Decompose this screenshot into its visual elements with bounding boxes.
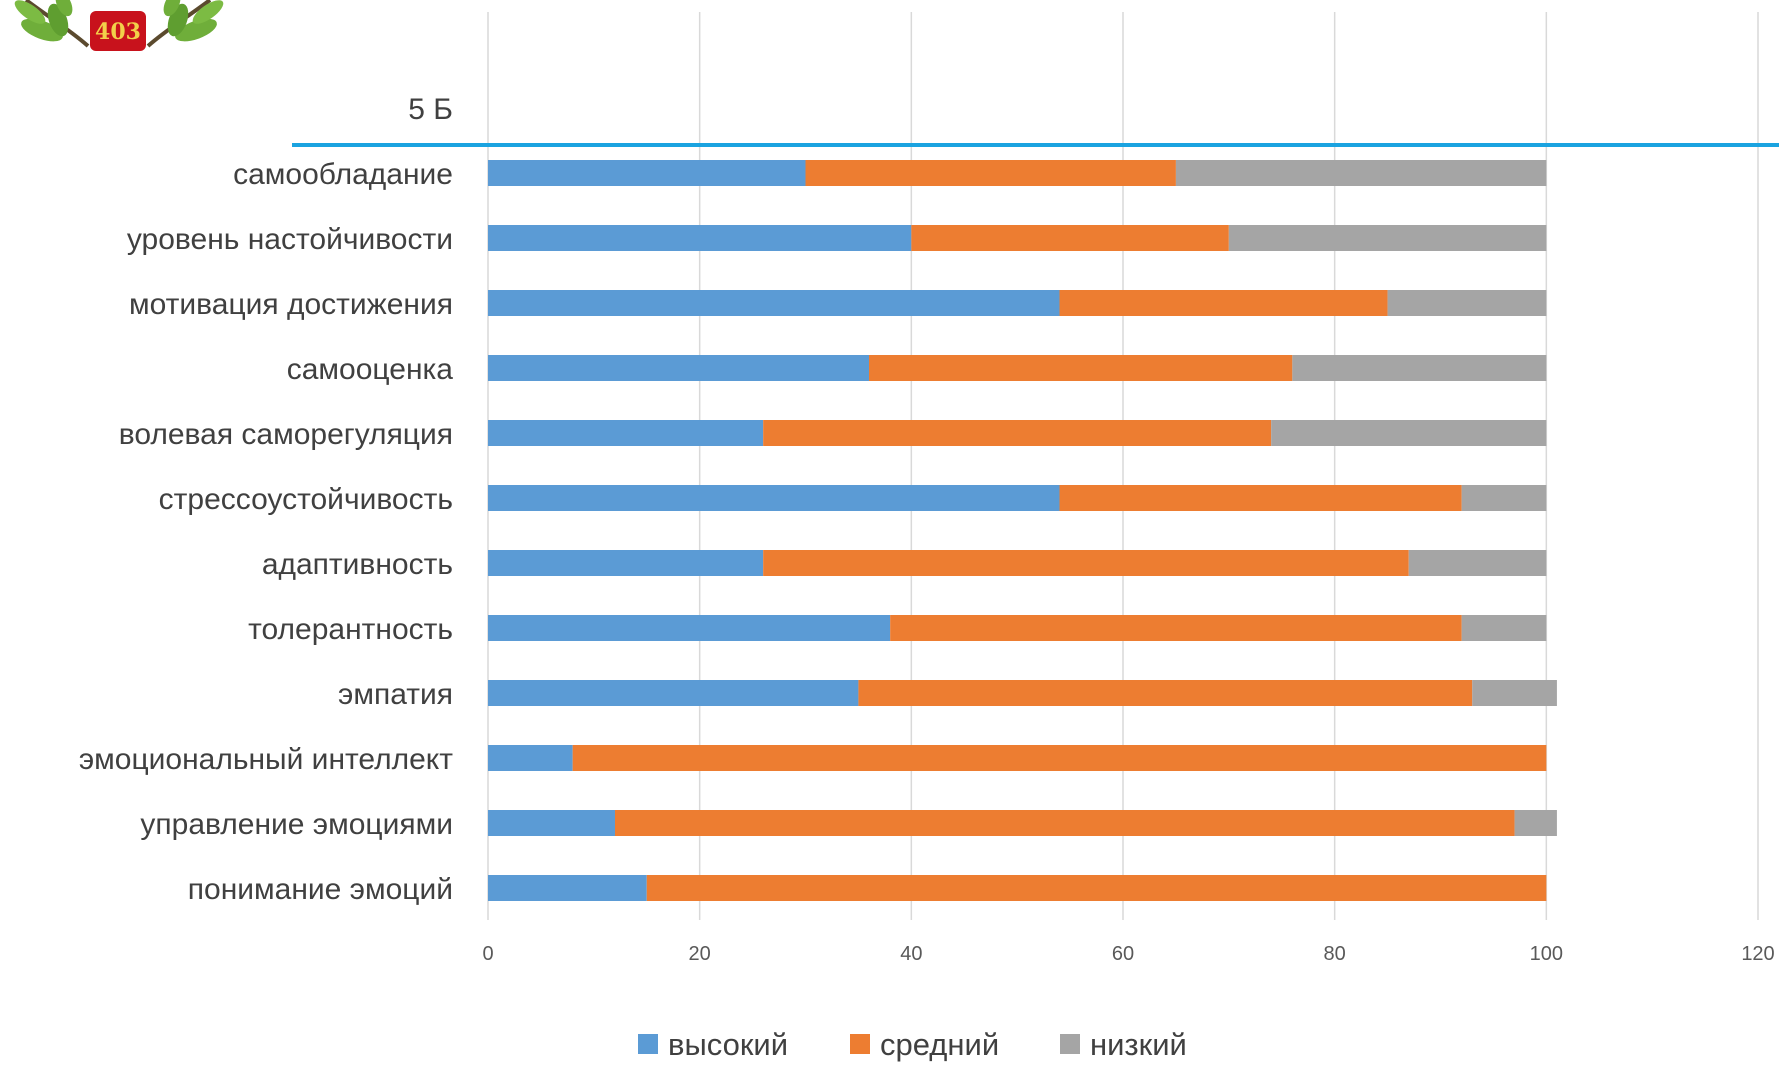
category-label-управление-эмоциями: управление эмоциями	[140, 808, 453, 841]
category-label-эмпатия: эмпатия	[338, 678, 453, 711]
x-tick-label-80: 80	[1324, 943, 1346, 965]
category-label-толерантность: толерантность	[248, 613, 453, 646]
x-axis-tick-labels: 0 20 40 60 80 100 120	[482, 943, 1774, 965]
bar-средний-понимание-эмоций	[647, 875, 1547, 901]
bar-высокий-адаптивность	[488, 550, 763, 576]
bar-средний-стрессоустойчивость	[1060, 485, 1462, 511]
laurel-branch-left	[11, 0, 88, 46]
x-tick-label-0: 0	[482, 943, 493, 965]
bar-низкий-эмпатия	[1472, 680, 1557, 706]
category-label-понимание-эмоций: понимание эмоций	[188, 873, 453, 906]
bar-высокий-волевая-саморегуляция	[488, 420, 763, 446]
bar-низкий-мотивация-достижения	[1388, 290, 1547, 316]
bar-высокий-мотивация-достижения	[488, 290, 1060, 316]
legend-swatch-низкий	[1060, 1034, 1080, 1054]
gridlines	[488, 12, 1758, 920]
category-label-самообладание: самообладание	[233, 158, 453, 191]
category-label-волевая-саморегуляция: волевая саморегуляция	[119, 418, 453, 451]
category-label-адаптивность: адаптивность	[262, 548, 453, 581]
bar-низкий-стрессоустойчивость	[1462, 485, 1547, 511]
legend-swatch-средний	[850, 1034, 870, 1054]
bar-высокий-управление-эмоциями	[488, 810, 615, 836]
bar-низкий-самообладание	[1176, 160, 1546, 186]
bar-высокий-самооценка	[488, 355, 869, 381]
school-logo: 403	[11, 0, 227, 51]
bar-высокий-понимание-эмоций	[488, 875, 647, 901]
x-tick-label-120: 120	[1741, 943, 1774, 965]
bar-средний-самообладание	[806, 160, 1176, 186]
bar-средний-мотивация-достижения	[1060, 290, 1388, 316]
bar-высокий-эмоциональный-интеллект	[488, 745, 573, 771]
bar-средний-уровень-настойчивости	[911, 225, 1228, 251]
bar-низкий-толерантность	[1462, 615, 1547, 641]
bar-средний-волевая-саморегуляция	[763, 420, 1271, 446]
bar-высокий-уровень-настойчивости	[488, 225, 911, 251]
legend-label-средний: средний	[880, 1027, 999, 1062]
bar-средний-управление-эмоциями	[615, 810, 1515, 836]
x-tick-label-40: 40	[900, 943, 922, 965]
bar-средний-толерантность	[890, 615, 1462, 641]
bar-высокий-эмпатия	[488, 680, 858, 706]
bar-средний-эмоциональный-интеллект	[573, 745, 1547, 771]
bar-низкий-волевая-саморегуляция	[1271, 420, 1546, 446]
bar-средний-эмпатия	[858, 680, 1472, 706]
category-label-уровень-настойчивости: уровень настойчивости	[127, 223, 453, 256]
bar-низкий-уровень-настойчивости	[1229, 225, 1547, 251]
x-tick-label-60: 60	[1112, 943, 1134, 965]
legend-label-высокий: высокий	[668, 1027, 788, 1062]
logo-number: 403	[95, 19, 141, 45]
category-label-самооценка: самооценка	[287, 353, 454, 386]
x-tick-label-100: 100	[1530, 943, 1563, 965]
category-label-эмоциональный-интеллект: эмоциональный интеллект	[79, 743, 453, 776]
bar-высокий-толерантность	[488, 615, 890, 641]
bar-высокий-стрессоустойчивость	[488, 485, 1060, 511]
bar-низкий-самооценка	[1292, 355, 1546, 381]
bar-высокий-самообладание	[488, 160, 806, 186]
bar-средний-самооценка	[869, 355, 1292, 381]
x-tick-label-20: 20	[689, 943, 711, 965]
category-label-мотивация-достижения: мотивация достижения	[129, 288, 453, 321]
legend: высокий средний низкий	[638, 1027, 1187, 1062]
category-label-стрессоустойчивость: стрессоустойчивость	[159, 483, 453, 516]
bars	[488, 160, 1557, 901]
bar-низкий-адаптивность	[1409, 550, 1547, 576]
category-label-5-Б: 5 Б	[408, 93, 453, 126]
legend-label-низкий: низкий	[1090, 1027, 1187, 1062]
legend-swatch-высокий	[638, 1034, 658, 1054]
laurel-branch-right	[148, 0, 227, 46]
category-labels: 5 Б самообладание уровень настойчивости мот…	[79, 93, 453, 906]
bar-средний-адаптивность	[763, 550, 1409, 576]
bar-низкий-управление-эмоциями	[1515, 810, 1557, 836]
